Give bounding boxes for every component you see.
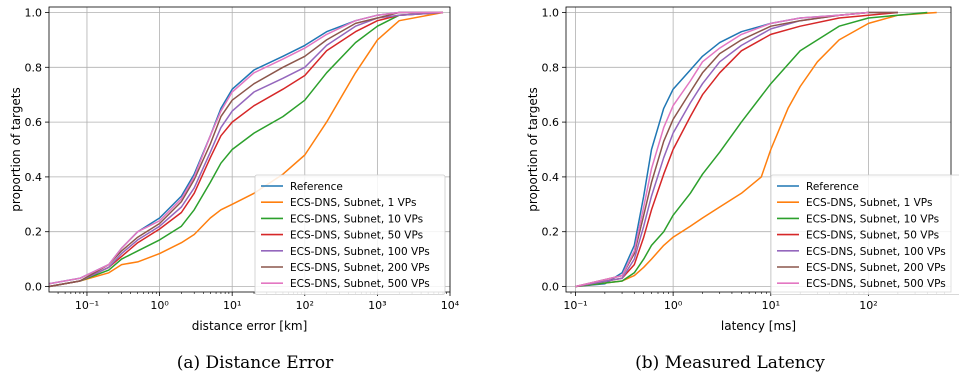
legend-label: Reference: [806, 181, 859, 193]
legend-label: ECS-DNS, Subnet, 200 VPs: [806, 262, 946, 274]
y-tick-label: 0.8: [25, 61, 43, 74]
series-line-3: [575, 11, 928, 288]
y-tick-label: 0.6: [542, 116, 560, 129]
y-tick-label: 0.2: [542, 226, 560, 239]
x-tick-label: 10⁴: [441, 299, 460, 312]
legend-label: ECS-DNS, Subnet, 200 VPs: [290, 262, 430, 274]
y-tick-label: 0.4: [25, 171, 43, 184]
chart-1: 10⁻¹ 10⁰ 10¹ 10² 10³ 10⁴ 0.0 0.2 0.4 0.6 0.8 1.0 dis…: [9, 6, 460, 333]
x-tick-label: 10⁰: [664, 299, 683, 312]
legend-label: ECS-DNS, Subnet, 500 VPs: [290, 278, 430, 290]
series-line-5: [48, 11, 444, 288]
series-line-4: [575, 11, 898, 288]
series-line-3: [48, 11, 444, 288]
x-tick-label: 10²: [296, 299, 314, 312]
legend-label: ECS-DNS, Subnet, 100 VPs: [290, 246, 430, 258]
y-tick-label: 1.0: [542, 6, 560, 19]
y-tick-label: 0.0: [542, 281, 560, 294]
legend-label: ECS-DNS, Subnet, 500 VPs: [806, 278, 946, 290]
plot-frame: [565, 6, 952, 293]
x-tick-label: 10²: [859, 299, 877, 312]
plot-frame: [48, 6, 451, 293]
y-axis-label: proportion of targets: [9, 87, 23, 211]
legend-box: [254, 174, 446, 295]
series-line-6: [575, 11, 898, 288]
y-axis-label: proportion of targets: [526, 87, 540, 211]
y-tick-label: 1.0: [25, 6, 43, 19]
y-tick-label: 0.2: [25, 226, 43, 239]
y-tick-label: 0.8: [542, 61, 560, 74]
series-line-6: [48, 11, 443, 288]
caption-measured-latency: (b) Measured Latency: [635, 353, 825, 373]
legend: Reference ECS-DNS, Subnet, 1 VPs ECS-DNS, …: [770, 174, 959, 295]
series-line-7: [48, 11, 443, 285]
legend-label: ECS-DNS, Subnet, 50 VPs: [806, 230, 939, 242]
series-line-7: [575, 11, 869, 288]
x-axis-label: distance error [km]: [192, 319, 308, 333]
legend-label: ECS-DNS, Subnet, 1 VPs: [290, 197, 416, 209]
legend-label: ECS-DNS, Subnet, 10 VPs: [806, 213, 939, 225]
x-tick-label: 10⁻¹: [75, 299, 99, 312]
legend: Reference ECS-DNS, Subnet, 1 VPs ECS-DNS, …: [254, 174, 446, 295]
legend-label: Reference: [290, 181, 343, 193]
x-axis-label: latency [ms]: [721, 319, 796, 333]
legend-label: ECS-DNS, Subnet, 10 VPs: [290, 213, 423, 225]
legend-label: ECS-DNS, Subnet, 1 VPs: [806, 197, 932, 209]
x-tick-label: 10⁻¹: [563, 299, 587, 312]
legend-box: [770, 174, 959, 295]
x-tick-label: 10³: [368, 299, 386, 312]
y-tick-label: 0.0: [25, 281, 43, 294]
x-tick-label: 10¹: [762, 299, 780, 312]
series-line-2: [48, 11, 444, 288]
caption-distance-error: (a) Distance Error: [176, 353, 334, 373]
x-tick-label: 10¹: [223, 299, 241, 312]
chart-2: 10⁻¹ 10⁰ 10¹ 10² 0.0 0.2 0.4 0.6 0.8 1.0 latency […: [526, 6, 959, 333]
legend-label: ECS-DNS, Subnet, 50 VPs: [290, 230, 423, 242]
y-tick-label: 0.4: [542, 171, 560, 184]
y-tick-label: 0.6: [25, 116, 43, 129]
series-line-4: [48, 11, 444, 288]
x-tick-label: 10⁰: [150, 299, 169, 312]
legend-label: ECS-DNS, Subnet, 100 VPs: [806, 246, 946, 258]
series-line-2: [575, 11, 937, 288]
